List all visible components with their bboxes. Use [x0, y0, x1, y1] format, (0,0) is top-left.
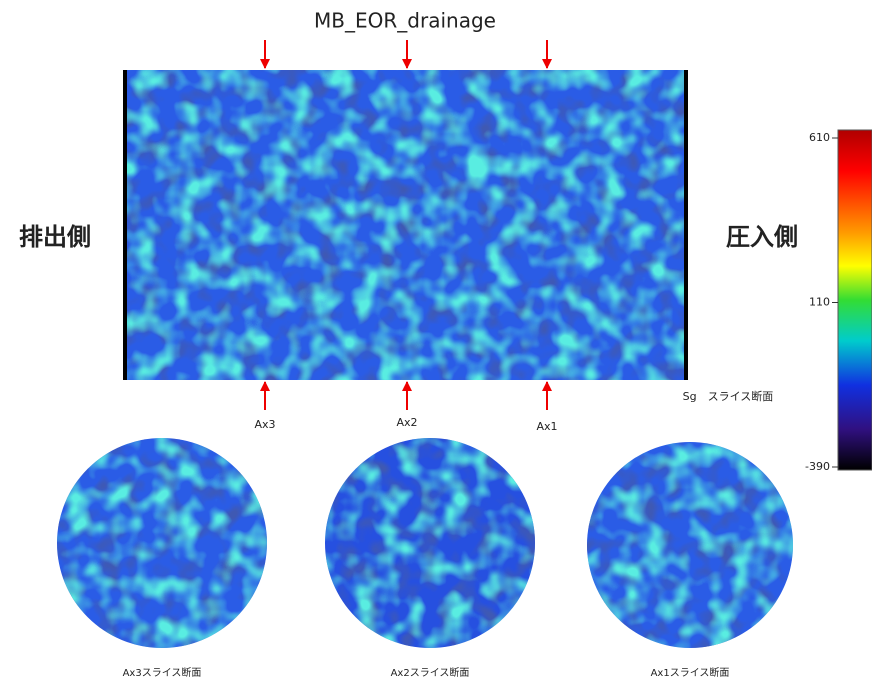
axis-label: Ax2	[396, 416, 417, 429]
axis-label: Ax1	[536, 420, 557, 433]
colorbar-tick-label: 610	[809, 131, 830, 144]
slice-caption: Ax3スライス断面	[123, 666, 202, 679]
colorbar-tick-label: -390	[805, 460, 830, 473]
axis-label: Ax3	[254, 418, 275, 431]
slice-circles	[57, 438, 793, 648]
slice-caption: Ax2スライス断面	[391, 666, 470, 679]
slice-caption: Ax1スライス断面	[651, 666, 730, 679]
figure: MB_EOR_drainage Ax3 Ax2 Ax1 排出側 圧入側 Sg ス…	[0, 0, 872, 683]
title: MB_EOR_drainage	[314, 9, 496, 33]
colorbar	[838, 130, 872, 470]
right-label: 圧入側	[726, 223, 798, 251]
main-slice	[123, 70, 688, 380]
section-caption: Sg スライス断面	[683, 389, 774, 403]
left-label: 排出側	[19, 223, 91, 251]
colorbar-tick-label: 110	[809, 296, 830, 309]
